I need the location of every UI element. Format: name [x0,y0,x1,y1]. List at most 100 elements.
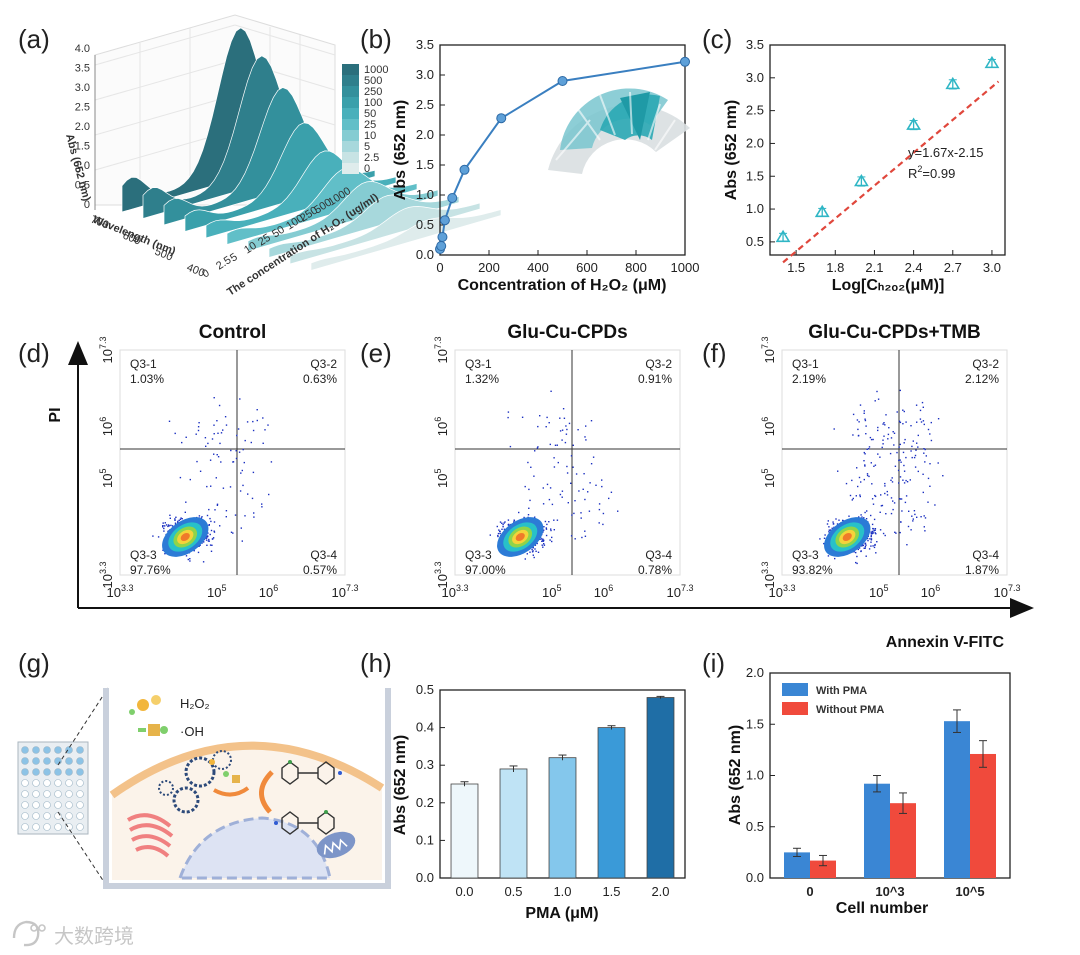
y-tick-label: 3.0 [416,67,434,82]
event-dot [883,435,885,437]
event-dot [169,514,171,516]
event-dot [864,453,866,455]
data-point [447,193,458,203]
event-dot [235,450,237,452]
event-dot [165,524,168,526]
y-tick-label: 1.5 [416,157,434,172]
event-dot [852,434,854,436]
legend-swatch [342,130,359,141]
well [54,779,62,787]
event-dot [937,462,939,464]
c-xlabel: Log[Cₕ₂ₒ₂(μM)] [832,277,945,294]
event-dot [557,461,559,464]
quadrant-value: 97.00% [465,563,506,577]
event-dot [828,526,830,528]
event-dot [866,448,868,450]
x-tick-label: 2.7 [944,260,962,275]
event-dot [561,439,563,441]
event-dot [561,490,564,492]
event-dot [206,485,208,488]
event-dot [184,511,186,513]
legend-label: 25 [364,119,376,131]
y-tick-label: 0.0 [416,247,434,262]
event-dot [213,453,215,455]
event-dot [879,456,881,458]
event-dot [598,522,600,524]
bar [944,721,970,878]
well [43,790,51,798]
x-tick-label: 105 [869,583,888,600]
event-dot [877,426,879,429]
event-dot [181,518,183,520]
event-dot [905,456,907,459]
event-dot [589,482,591,484]
quadrant-name: Q3-3 [465,548,492,562]
event-dot [225,510,228,512]
well [54,812,62,820]
well [54,746,62,754]
event-dot [205,539,208,541]
event-dot [197,551,200,554]
well [21,757,29,765]
event-dot [890,437,893,439]
event-dot [924,461,926,463]
flow-ylabel: PI [47,407,64,422]
event-dot [256,409,258,411]
data-point [906,117,922,130]
x-tick-label: 103.3 [442,583,469,600]
event-dot [179,476,182,479]
event-dot [863,412,865,414]
event-dot [864,419,867,422]
well [65,812,73,820]
event-dot [929,485,931,487]
x-tick-label: 105 [542,583,561,600]
quadrant-value: 2.12% [965,372,999,386]
event-dot [542,546,544,548]
conc-tick-label: 0 [200,267,212,280]
legend-label: 5 [364,141,370,153]
event-dot [896,411,898,413]
event-dot [910,425,912,427]
event-dot [561,429,564,431]
well [76,812,84,820]
event-dot [507,519,510,521]
event-dot [580,517,582,519]
event-dot [866,510,868,512]
event-dot [903,410,905,413]
x-tick-label: 800 [625,260,647,275]
event-dot [864,418,866,420]
h2o2-label: H₂O₂ [180,696,210,711]
event-dot [608,497,610,500]
event-dot [845,482,848,485]
event-dot [908,510,910,512]
event-dot [530,466,532,468]
x-tick-label: 106 [921,583,940,600]
well [54,790,62,798]
event-dot [162,526,164,528]
event-dot [164,553,166,555]
event-dot [234,514,237,516]
event-dot [542,538,544,540]
event-dot [858,547,861,549]
data-point [775,229,791,243]
event-dot [550,529,552,532]
event-dot [572,444,574,446]
event-dot [867,448,870,450]
event-dot [906,481,909,483]
c-points [775,55,1000,243]
event-dot [904,438,906,441]
event-dot [216,504,219,506]
well [32,746,40,754]
event-dot [893,444,895,446]
y-tick-label: 0.0 [416,870,434,885]
event-dot [937,418,940,420]
event-dot [865,555,867,557]
event-dot [873,465,875,467]
well [43,823,51,831]
y-tick-label: 3.5 [746,37,764,52]
event-dot [886,494,889,496]
event-dot [556,519,559,521]
event-dot [832,521,834,523]
event-dot [553,519,555,521]
event-dot [872,531,874,533]
